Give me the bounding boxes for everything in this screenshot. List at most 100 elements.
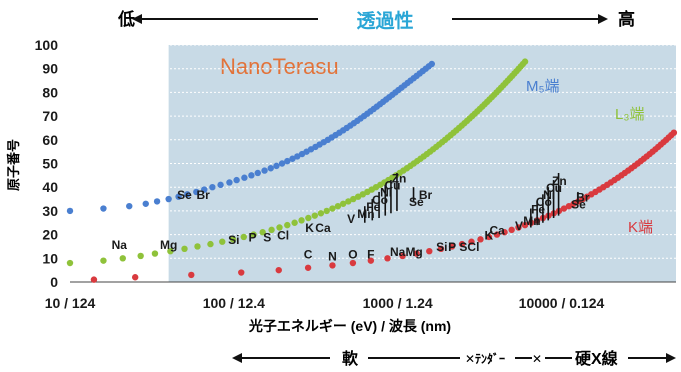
y-tick-label: 80 <box>42 84 58 100</box>
series-points <box>66 58 678 283</box>
data-point <box>119 255 126 262</box>
data-point <box>298 217 305 224</box>
element-label: Co <box>372 193 388 207</box>
data-point <box>305 214 312 222</box>
data-point <box>304 264 312 271</box>
data-point <box>493 231 501 238</box>
tender-label: ﾃﾝﾀﾞｰ <box>475 351 505 366</box>
data-point <box>468 238 475 245</box>
element-label: Zn <box>552 174 567 188</box>
data-point <box>437 245 445 253</box>
x-tick-labels: 10 / 124 100 / 12.4 1000 / 1.24 10000 / 0.1… <box>45 295 605 311</box>
element-label: Fe <box>366 200 380 214</box>
data-point <box>268 226 275 234</box>
y-tick-label: 90 <box>42 61 58 77</box>
data-point <box>219 238 226 245</box>
data-point <box>350 195 357 203</box>
data-point <box>521 58 529 65</box>
element-label: K <box>305 221 314 235</box>
element-label: Ni <box>380 186 392 200</box>
data-point <box>248 172 255 179</box>
y-tick-labels: 0 10 20 30 40 50 60 70 80 90 100 <box>35 37 59 290</box>
data-point <box>100 205 107 212</box>
element-tick-lines <box>363 172 579 228</box>
data-point <box>184 191 191 198</box>
brand-label: NanoTerasu <box>220 54 339 79</box>
element-label: Si <box>228 233 239 247</box>
data-point <box>311 212 318 219</box>
x-tick-label: 10 / 124 <box>45 295 96 311</box>
element-label: Zn <box>392 171 407 185</box>
data-point <box>194 243 201 250</box>
element-label: Br <box>419 188 433 202</box>
data-point <box>273 162 280 170</box>
data-point <box>384 255 391 262</box>
data-point <box>153 198 161 205</box>
bottom-band-row: 軟 ✕ ﾃﾝﾀﾞｰ ✕ 硬X線 <box>232 349 676 368</box>
element-label: Ca <box>315 221 331 235</box>
data-point <box>66 207 74 215</box>
data-point <box>226 179 233 186</box>
header-high-label: 高 <box>618 9 635 29</box>
element-label: P <box>448 240 456 254</box>
data-point <box>175 193 182 200</box>
data-point <box>339 200 347 207</box>
element-label: P <box>248 231 256 245</box>
data-point <box>276 224 283 231</box>
element-label: Se <box>177 188 192 202</box>
data-point <box>508 226 515 234</box>
element-label: Se <box>571 198 586 212</box>
data-point <box>181 245 188 253</box>
y-axis-title: 原子番号 <box>6 139 21 191</box>
data-point <box>100 257 107 264</box>
data-point <box>238 269 245 276</box>
data-point <box>485 233 493 241</box>
data-point <box>521 221 529 229</box>
data-point <box>284 157 291 165</box>
element-label: Br <box>576 190 590 204</box>
element-label: V <box>347 212 355 226</box>
y-tick-label: 40 <box>42 179 58 195</box>
element-label: F <box>367 247 374 261</box>
data-point <box>515 224 522 231</box>
data-point <box>477 236 484 243</box>
data-point <box>241 174 248 181</box>
m5-edge-label: M₅端 <box>526 78 560 95</box>
data-point <box>458 240 466 248</box>
data-point <box>345 198 352 205</box>
data-point <box>193 188 200 196</box>
y-tick-label: 100 <box>35 37 59 53</box>
element-label: Si <box>436 240 447 254</box>
header-center-label: 透過性 <box>356 9 413 32</box>
y-tick-label: 10 <box>42 250 58 266</box>
x-tick-label: 1000 / 1.24 <box>363 295 433 311</box>
data-point <box>167 247 174 255</box>
data-point <box>334 202 342 210</box>
tender-hard-divider: ✕ <box>532 352 542 366</box>
element-label: S <box>459 240 467 254</box>
l3-edge-label: L₃端 <box>615 106 644 123</box>
data-point <box>323 207 330 215</box>
element-label: V <box>515 219 523 233</box>
element-label: Cl <box>467 240 479 254</box>
element-label: Na <box>390 245 406 259</box>
header-right-arrowhead <box>598 14 608 24</box>
data-point <box>560 205 568 212</box>
data-point <box>188 271 195 279</box>
data-point <box>317 210 325 217</box>
element-label: Ni <box>543 188 555 202</box>
header-low-label: 低 <box>117 9 135 29</box>
element-label: Cu <box>384 179 400 193</box>
data-point <box>66 259 74 267</box>
data-point <box>399 252 406 260</box>
data-point <box>275 266 282 274</box>
y-tick-label: 50 <box>42 156 58 172</box>
data-point <box>126 202 133 210</box>
data-point <box>413 250 420 257</box>
element-label: S <box>263 231 271 245</box>
y-tick-label: 30 <box>42 203 58 219</box>
element-label: Cl <box>277 228 289 242</box>
data-point <box>294 153 301 160</box>
element-label: Mg <box>405 245 422 259</box>
